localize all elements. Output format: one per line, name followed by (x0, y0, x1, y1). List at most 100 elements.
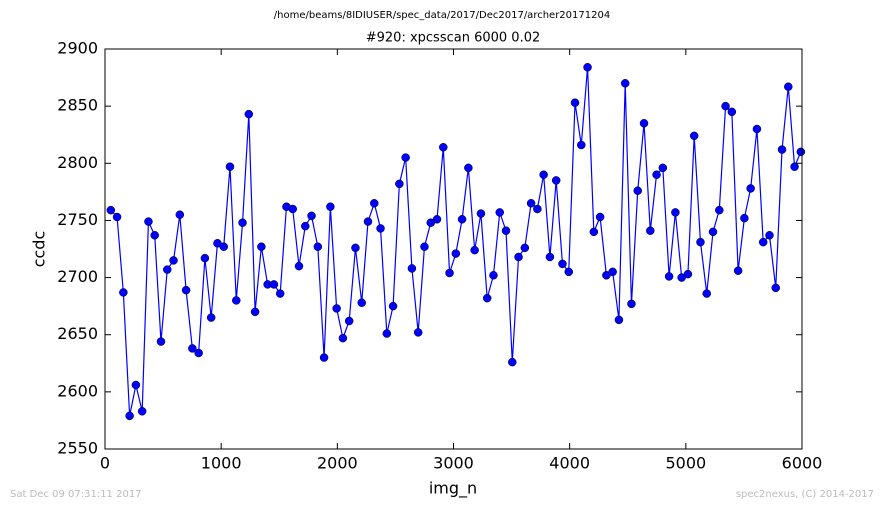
y-tick-label: 2650 (57, 324, 98, 343)
data-point (796, 147, 806, 157)
data-point (570, 98, 580, 107)
data-point (583, 63, 592, 72)
data-point (784, 82, 793, 91)
data-point (288, 204, 297, 214)
y-tick-label: 2550 (57, 439, 98, 458)
y-tick-label: 2700 (57, 267, 98, 286)
data-point (307, 211, 316, 221)
data-point (395, 179, 404, 189)
data-point (633, 186, 642, 195)
data-point (294, 261, 304, 271)
data-point (746, 184, 755, 193)
data-point (169, 256, 178, 265)
data-point (508, 357, 517, 367)
data-point (257, 242, 266, 251)
y-tick-label: 2900 (57, 39, 98, 58)
data-point (771, 283, 780, 293)
data-point (420, 242, 429, 251)
data-point (558, 259, 567, 269)
data-point (595, 212, 605, 222)
x-axis-label: img_n (429, 479, 477, 499)
data-point (727, 107, 737, 117)
suptitle: /home/beams/8IDIUSER/spec_data/2017/Dec2… (274, 10, 610, 21)
data-point (708, 227, 718, 237)
data-point (533, 204, 542, 214)
data-point (564, 267, 573, 277)
data-point (702, 289, 711, 298)
data-point (382, 329, 392, 338)
data-point (664, 272, 674, 281)
data-point (112, 212, 122, 222)
data-point (608, 267, 617, 277)
data-point (137, 407, 147, 416)
data-point (740, 213, 749, 223)
data-point (301, 221, 310, 231)
data-point (319, 353, 329, 362)
y-tick-label: 2800 (57, 153, 98, 172)
data-point (614, 315, 624, 325)
data-point (200, 253, 210, 263)
data-point (344, 316, 354, 326)
data-point (163, 265, 172, 274)
data-point (144, 217, 153, 226)
data-point (194, 348, 203, 358)
x-tick-label: 4000 (549, 454, 590, 473)
data-point (445, 268, 454, 278)
data-point (238, 218, 247, 227)
footer-date: Sat Dec 09 07:31:11 2017 (10, 489, 142, 500)
y-tick-label: 2750 (57, 210, 98, 229)
data-point (457, 215, 467, 224)
data-point (388, 301, 398, 311)
data-point (370, 199, 379, 208)
data-point (652, 170, 661, 179)
data-point (489, 271, 498, 280)
data-point (451, 249, 461, 258)
data-point (232, 296, 241, 305)
x-tick-label: 2000 (317, 454, 358, 473)
data-point (765, 231, 774, 240)
data-point (526, 199, 536, 208)
data-point (376, 224, 385, 233)
data-point (407, 264, 417, 273)
data-point (627, 299, 636, 309)
data-point (577, 140, 586, 150)
data-point (464, 163, 473, 173)
data-point (313, 242, 323, 251)
data-point (539, 170, 548, 179)
data-point (696, 237, 705, 247)
data-point (501, 226, 511, 235)
data-point (439, 143, 448, 152)
data-point (225, 162, 235, 171)
data-point (206, 313, 216, 322)
y-tick-label: 2600 (57, 381, 98, 400)
data-point (646, 226, 655, 235)
data-point (520, 243, 530, 253)
plot-frame (104, 48, 803, 450)
data-point (683, 269, 693, 279)
data-point (752, 124, 762, 134)
footer-credit: spec2nexus, (C) 2014-2017 (736, 489, 874, 500)
data-point (777, 145, 787, 154)
data-point (758, 237, 768, 247)
y-tick-label: 2850 (57, 96, 98, 115)
data-point (589, 227, 599, 237)
data-point (658, 163, 668, 173)
data-point (514, 252, 523, 262)
data-point (413, 328, 423, 337)
data-point (181, 285, 191, 295)
data-point (156, 337, 166, 346)
x-tick-label: 3000 (433, 454, 474, 473)
data-point (131, 380, 141, 390)
data-point (250, 307, 260, 317)
data-point (401, 153, 410, 162)
data-point (733, 266, 743, 275)
y-axis-label: ccdc (30, 231, 49, 268)
data-point (269, 280, 279, 289)
data-point (106, 205, 116, 215)
x-tick-label: 0 (100, 454, 110, 473)
data-point (357, 298, 366, 307)
data-point (620, 79, 630, 88)
data-point (175, 210, 185, 219)
data-point (715, 205, 724, 215)
data-point (545, 252, 555, 262)
